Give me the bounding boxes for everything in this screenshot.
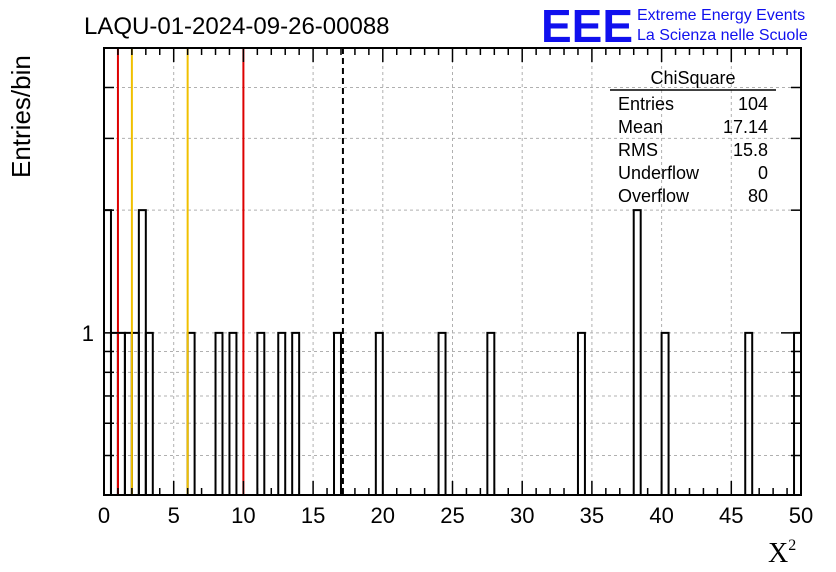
histogram-bin <box>277 331 287 495</box>
histogram-bin <box>123 331 133 495</box>
stats-label: Mean <box>618 117 663 137</box>
stats-label: Entries <box>618 94 674 114</box>
x-tick-label: 40 <box>649 503 673 528</box>
x-axis-label-main: X <box>768 538 788 569</box>
eee-logo: EEE Extreme Energy Events La Scienza nel… <box>541 0 808 52</box>
stats-label: RMS <box>618 140 658 160</box>
stats-title: ChiSquare <box>650 68 735 88</box>
histogram-bin <box>632 209 642 495</box>
stats-value: 0 <box>758 163 768 183</box>
stats-label: Overflow <box>618 186 690 206</box>
histogram-bin <box>333 331 342 495</box>
histogram-bin <box>660 331 670 495</box>
histogram-bin <box>109 331 119 495</box>
x-tick-label: 30 <box>510 503 534 528</box>
histogram-bin <box>744 331 754 495</box>
x-tick-label: 5 <box>168 503 180 528</box>
y-tick-label: 1 <box>82 321 94 346</box>
histogram-bin <box>793 331 802 495</box>
x-tick-label: 15 <box>301 503 325 528</box>
stats-value: 104 <box>738 94 768 114</box>
stats-value: 15.8 <box>733 140 768 160</box>
x-axis-label-superscript: 2 <box>788 537 796 554</box>
histogram-bin <box>486 331 496 495</box>
stats-box: ChiSquare Entries 104 Mean 17.14 RMS 15.8 Unde… <box>610 68 776 206</box>
stats-value: 17.14 <box>723 117 768 137</box>
stats-label: Underflow <box>618 163 700 183</box>
logo-line1: Extreme Energy Events <box>637 7 805 24</box>
logo-mark: EEE <box>541 0 633 52</box>
histogram-bin <box>437 331 447 495</box>
reference-lines <box>116 48 344 495</box>
x-axis-label: X2 <box>768 537 796 569</box>
histogram-bin <box>576 331 586 495</box>
histogram-bin <box>374 331 384 495</box>
histogram-bin <box>103 209 112 495</box>
grid <box>104 48 801 495</box>
histogram-bin <box>116 331 126 495</box>
x-tick-label: 0 <box>98 503 110 528</box>
histogram-bin <box>144 331 154 495</box>
x-tick-label: 10 <box>231 503 255 528</box>
stats-value: 80 <box>748 186 768 206</box>
y-axis-label: Entries/bin <box>6 55 36 178</box>
histogram-bin <box>130 331 140 495</box>
x-tick-label: 25 <box>440 503 464 528</box>
stats-rows: Entries 104 Mean 17.14 RMS 15.8 Underflow 0 Over… <box>618 94 768 206</box>
histogram-bin <box>291 331 301 495</box>
histogram-bin <box>214 331 224 495</box>
histogram-bin <box>186 331 196 495</box>
histogram-bin <box>137 209 147 495</box>
histogram-bin <box>256 331 266 495</box>
x-tick-label: 20 <box>371 503 395 528</box>
x-tick-label: 45 <box>719 503 743 528</box>
histogram-bin <box>228 331 238 495</box>
chart-title: LAQU-01-2024-09-26-00088 <box>84 13 390 40</box>
x-tick-label: 35 <box>580 503 604 528</box>
x-tick-label: 50 <box>789 503 813 528</box>
logo-line2: La Scienza nelle Scuole <box>637 27 808 44</box>
axes: 0 5 10 15 20 25 30 35 40 45 50 1 <box>82 47 813 528</box>
